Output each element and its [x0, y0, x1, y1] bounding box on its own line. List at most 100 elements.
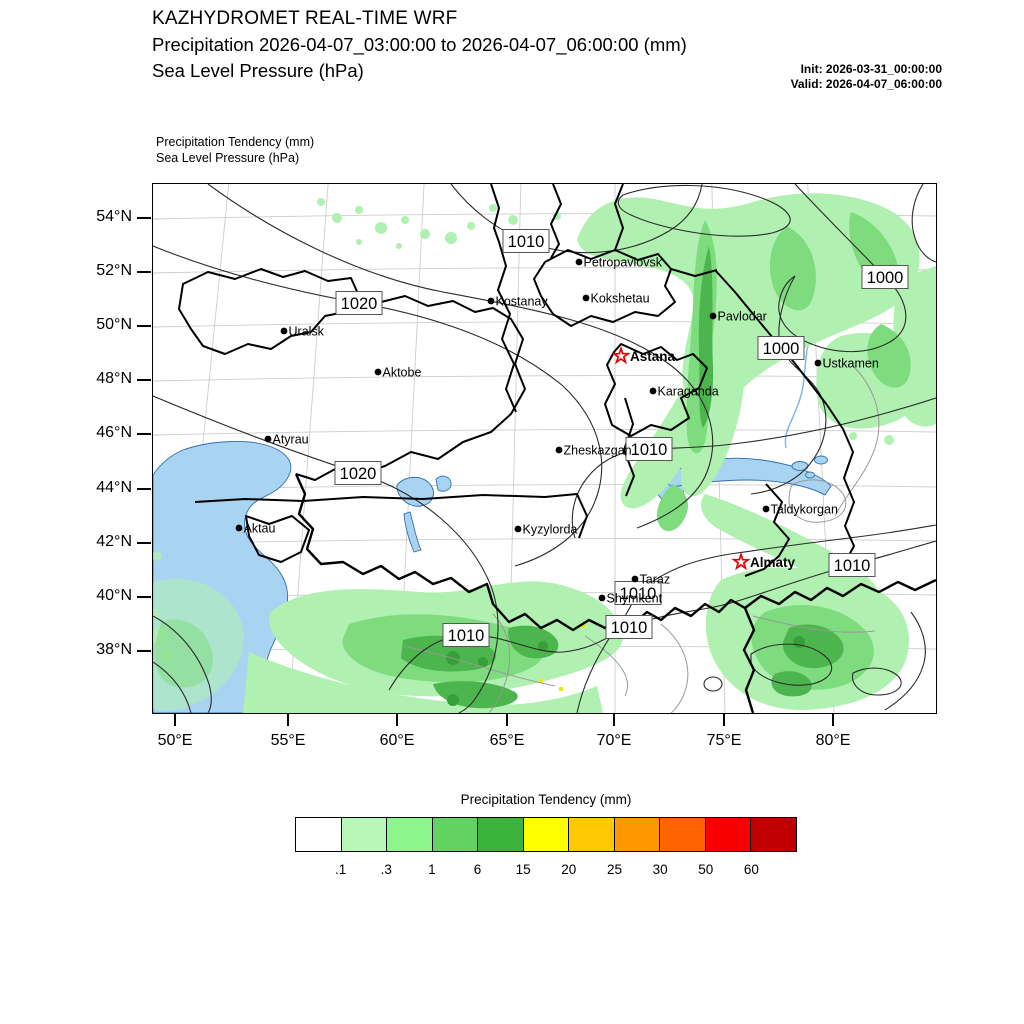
city-label: Atyrau [273, 432, 309, 446]
city-dot-icon [280, 327, 288, 335]
colorbar-threshold-label: 15 [515, 862, 531, 877]
foreign-admin-borders [402, 365, 880, 713]
city-marker: Zheskazgan [555, 443, 632, 457]
city-marker: Astana [611, 345, 676, 365]
colorbar-cell [569, 817, 615, 852]
lat-tick [137, 217, 151, 219]
city-marker: Shymkent [598, 591, 663, 605]
city-marker: Uralsk [280, 324, 325, 338]
lat-tick-label: 42°N [96, 533, 132, 550]
city-marker: Aktau [235, 521, 276, 535]
city-label: Kyzylorda [523, 522, 578, 536]
run-times: Init: 2026-03-31_00:00:00 Valid: 2026-04… [791, 62, 942, 92]
contour-label: 1000 [861, 265, 909, 289]
colorbar-cell [705, 817, 752, 852]
contour-label: 1020 [335, 291, 383, 315]
irtysh-river [784, 331, 813, 449]
svg-text:1010: 1010 [508, 233, 545, 251]
lon-tick [396, 713, 398, 726]
lat-tick [137, 379, 151, 381]
lon-tick [832, 713, 834, 726]
lon-tick [723, 713, 725, 726]
svg-text:1020: 1020 [341, 295, 378, 313]
svg-text:1010: 1010 [611, 619, 648, 637]
city-dot-icon [555, 446, 563, 454]
lon-tick-label: 70°E [596, 732, 632, 749]
small-lake [805, 471, 815, 479]
city-marker: Taraz [631, 572, 670, 586]
init-time-label: Init: 2026-03-31_00:00:00 [800, 62, 942, 76]
precip-extreme-dots [539, 624, 585, 691]
lat-tick [137, 542, 151, 544]
lat-tick [137, 596, 151, 598]
city-label: Kostanay [496, 294, 549, 308]
colorbar-cell [660, 817, 706, 852]
colorbar-cell [295, 817, 342, 852]
colorbar-title: Precipitation Tendency (mm) [460, 792, 632, 807]
legend-line-slp: Sea Level Pressure (hPa) [156, 151, 300, 165]
colorbar-threshold-label: 25 [606, 862, 622, 877]
svg-text:1020: 1020 [340, 465, 377, 483]
city-marker: Kostanay [487, 294, 549, 308]
colorbar-cell [751, 817, 798, 852]
contour-label: 1010 [502, 229, 550, 253]
colorbar-threshold-label: .3 [380, 862, 392, 877]
svg-text:1010: 1010 [834, 557, 871, 575]
contour-labels: 1010 1000 1020 1000 1010 1020 1010 1010 1010 1010 [334, 229, 909, 647]
city-dot-icon [598, 594, 606, 602]
city-label: Karaganda [658, 384, 719, 398]
legend-line-precip: Precipitation Tendency (mm) [156, 135, 315, 149]
lat-tick-label: 54°N [96, 208, 132, 225]
kazakhstan-admin-borders [178, 184, 855, 577]
lon-tick [287, 713, 289, 726]
lat-tick [137, 488, 151, 490]
colorbar-cell [387, 817, 433, 852]
city-label: Astana [630, 349, 676, 364]
aral-sea-east [435, 475, 452, 492]
contour-label: 1010 [605, 615, 653, 639]
city-dot-icon [631, 575, 639, 583]
city-marker: Atyrau [264, 432, 309, 446]
svg-text:1000: 1000 [763, 340, 800, 358]
city-marker: Kokshetau [582, 291, 650, 305]
colorbar-threshold-label: .1 [334, 862, 347, 877]
colorbar-cell [614, 817, 661, 852]
svg-text:1010: 1010 [620, 585, 657, 603]
lon-tick [174, 713, 176, 726]
city-dot-icon [575, 258, 583, 266]
colorbar-threshold-label: 6 [473, 862, 482, 877]
subtitle-precipitation: Precipitation 2026-04-07_03:00:00 to 202… [152, 34, 687, 55]
colorbar [295, 817, 798, 852]
contour-label: 1010 [625, 437, 673, 461]
country-border [294, 473, 936, 713]
lon-tick-label: 75°E [706, 732, 742, 749]
lat-tick-label: 50°N [96, 316, 132, 333]
city-dot-icon [487, 297, 495, 305]
lat-tick-label: 48°N [96, 370, 132, 387]
svg-text:1000: 1000 [867, 269, 904, 287]
city-dot-icon [582, 294, 590, 302]
lat-tick-label: 40°N [96, 587, 132, 604]
city-label: Aktobe [383, 365, 422, 379]
contour-label: 1000 [757, 336, 805, 360]
valid-time-label: Valid: 2026-04-07_06:00:00 [790, 77, 942, 91]
page-header: KAZHYDROMET REAL-TIME WRF Precipitation … [152, 6, 687, 84]
city-marker: Karaganda [649, 384, 719, 398]
city-label: Almaty [750, 555, 796, 570]
precip-darkest-layer [446, 636, 805, 706]
city-marker: Pavlodar [709, 309, 767, 323]
capital-star-icon [611, 345, 631, 365]
map-legend: Precipitation Tendency (mm) Sea Level Pr… [156, 134, 314, 166]
svg-text:1010: 1010 [448, 627, 485, 645]
city-label: Petropavlovsk [584, 255, 663, 269]
city-label: Kokshetau [591, 291, 650, 305]
city-marker: Aktobe [374, 365, 422, 379]
lon-tick-label: 60°E [379, 732, 415, 749]
lat-tick-label: 46°N [96, 424, 132, 441]
lake-sasykkol [814, 455, 828, 465]
contour-label: 1010 [614, 581, 662, 605]
city-label: Uralsk [289, 324, 325, 338]
lat-tick-label: 38°N [96, 641, 132, 658]
page-title: KAZHYDROMET REAL-TIME WRF [152, 8, 458, 29]
city-label: Zheskazgan [564, 443, 632, 457]
